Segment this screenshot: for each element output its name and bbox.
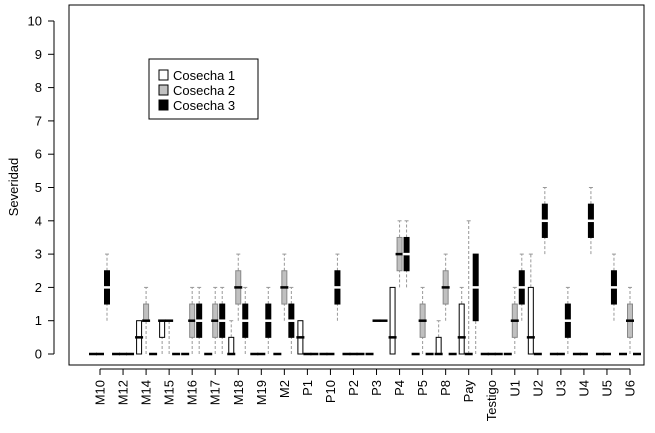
box [135, 320, 144, 355]
box-body [228, 336, 235, 355]
x-tick-label: M17 [208, 380, 223, 405]
box-body [458, 303, 465, 355]
legend-label: Cosecha 2 [173, 83, 235, 98]
box [211, 286, 220, 354]
box [540, 187, 549, 255]
box [471, 253, 480, 354]
plot-frame [68, 4, 645, 366]
x-tick-label: M2 [277, 380, 292, 398]
x-tick-label: U3 [553, 380, 568, 397]
box [234, 253, 243, 321]
y-tick-label: 4 [35, 213, 42, 228]
box [464, 220, 473, 356]
box [434, 320, 443, 356]
x-tick-label: M18 [231, 380, 246, 405]
x-tick-label: Pay [461, 380, 476, 403]
x-tick-label: P4 [392, 380, 407, 396]
x-tick-label: M14 [139, 380, 154, 405]
x-tick-label: Testigo [484, 380, 499, 421]
box [441, 253, 450, 321]
box [241, 286, 250, 354]
box [609, 253, 618, 321]
series-2 [96, 220, 634, 356]
box [586, 187, 595, 255]
box [526, 253, 535, 355]
box-body [527, 286, 534, 355]
y-tick-label: 7 [35, 113, 42, 128]
x-tick-label: P8 [438, 380, 453, 396]
y-tick-label: 10 [28, 14, 42, 29]
y-tick-label: 8 [35, 80, 42, 95]
box [388, 286, 397, 355]
box [218, 286, 227, 354]
legend-label: Cosecha 3 [173, 98, 235, 113]
y-axis-title: Severidad [6, 158, 21, 217]
box-body [435, 336, 442, 355]
x-tick-label: P3 [369, 380, 384, 396]
box [227, 320, 236, 356]
y-tick-label: 6 [35, 147, 42, 162]
x-tick-label: M19 [254, 380, 269, 405]
x-tick-label: P5 [415, 380, 430, 396]
box [188, 286, 197, 354]
x-tick-label: U1 [507, 380, 522, 397]
y-tick-label: 5 [35, 180, 42, 195]
box [158, 319, 167, 354]
x-tick-label: P10 [323, 380, 338, 403]
box-body [389, 286, 396, 355]
y-tick-label: 2 [35, 280, 42, 295]
box [626, 286, 634, 354]
box [418, 286, 427, 354]
box [402, 220, 411, 288]
box [563, 286, 572, 354]
y-tick-label: 1 [35, 313, 42, 328]
x-tick-label: U5 [599, 380, 614, 397]
box-body [143, 303, 150, 322]
y-tick-label: 3 [35, 247, 42, 262]
box [510, 286, 519, 354]
box [457, 286, 466, 355]
box [333, 253, 342, 321]
x-axis: M10 M12 M14 M15 M16 M17 M18 M19 M2 P1 P10 P2 P3 P4 P5 P… [93, 368, 638, 421]
series-3 [103, 187, 641, 356]
legend-swatch [158, 69, 169, 81]
y-tick-label: 9 [35, 47, 42, 62]
x-tick-label: P1 [300, 380, 315, 396]
box [287, 286, 296, 354]
x-tick-label: M16 [185, 380, 200, 405]
x-tick-label: U2 [530, 380, 545, 397]
x-tick-label: M15 [162, 380, 177, 405]
y-tick-label: 0 [35, 347, 42, 362]
box [195, 286, 204, 354]
box-body [159, 320, 166, 338]
legend-swatch [158, 99, 169, 111]
x-tick-label: M12 [116, 380, 131, 405]
y-axis: 0 1 2 3 4 5 6 7 8 9 10 [28, 14, 55, 362]
box [103, 253, 111, 321]
box [517, 253, 526, 321]
x-tick-label: M10 [93, 380, 108, 405]
box [280, 253, 289, 321]
x-tick-label: U4 [576, 380, 591, 397]
legend-swatch [158, 84, 169, 96]
box [395, 220, 404, 288]
x-tick-label: P2 [346, 380, 361, 396]
box [264, 286, 273, 354]
box [296, 320, 305, 355]
box [165, 319, 174, 354]
series-1 [89, 253, 627, 356]
box-groups [89, 187, 641, 356]
box [142, 286, 151, 354]
x-tick-label: U6 [623, 380, 638, 397]
legend-label: Cosecha 1 [173, 68, 235, 83]
